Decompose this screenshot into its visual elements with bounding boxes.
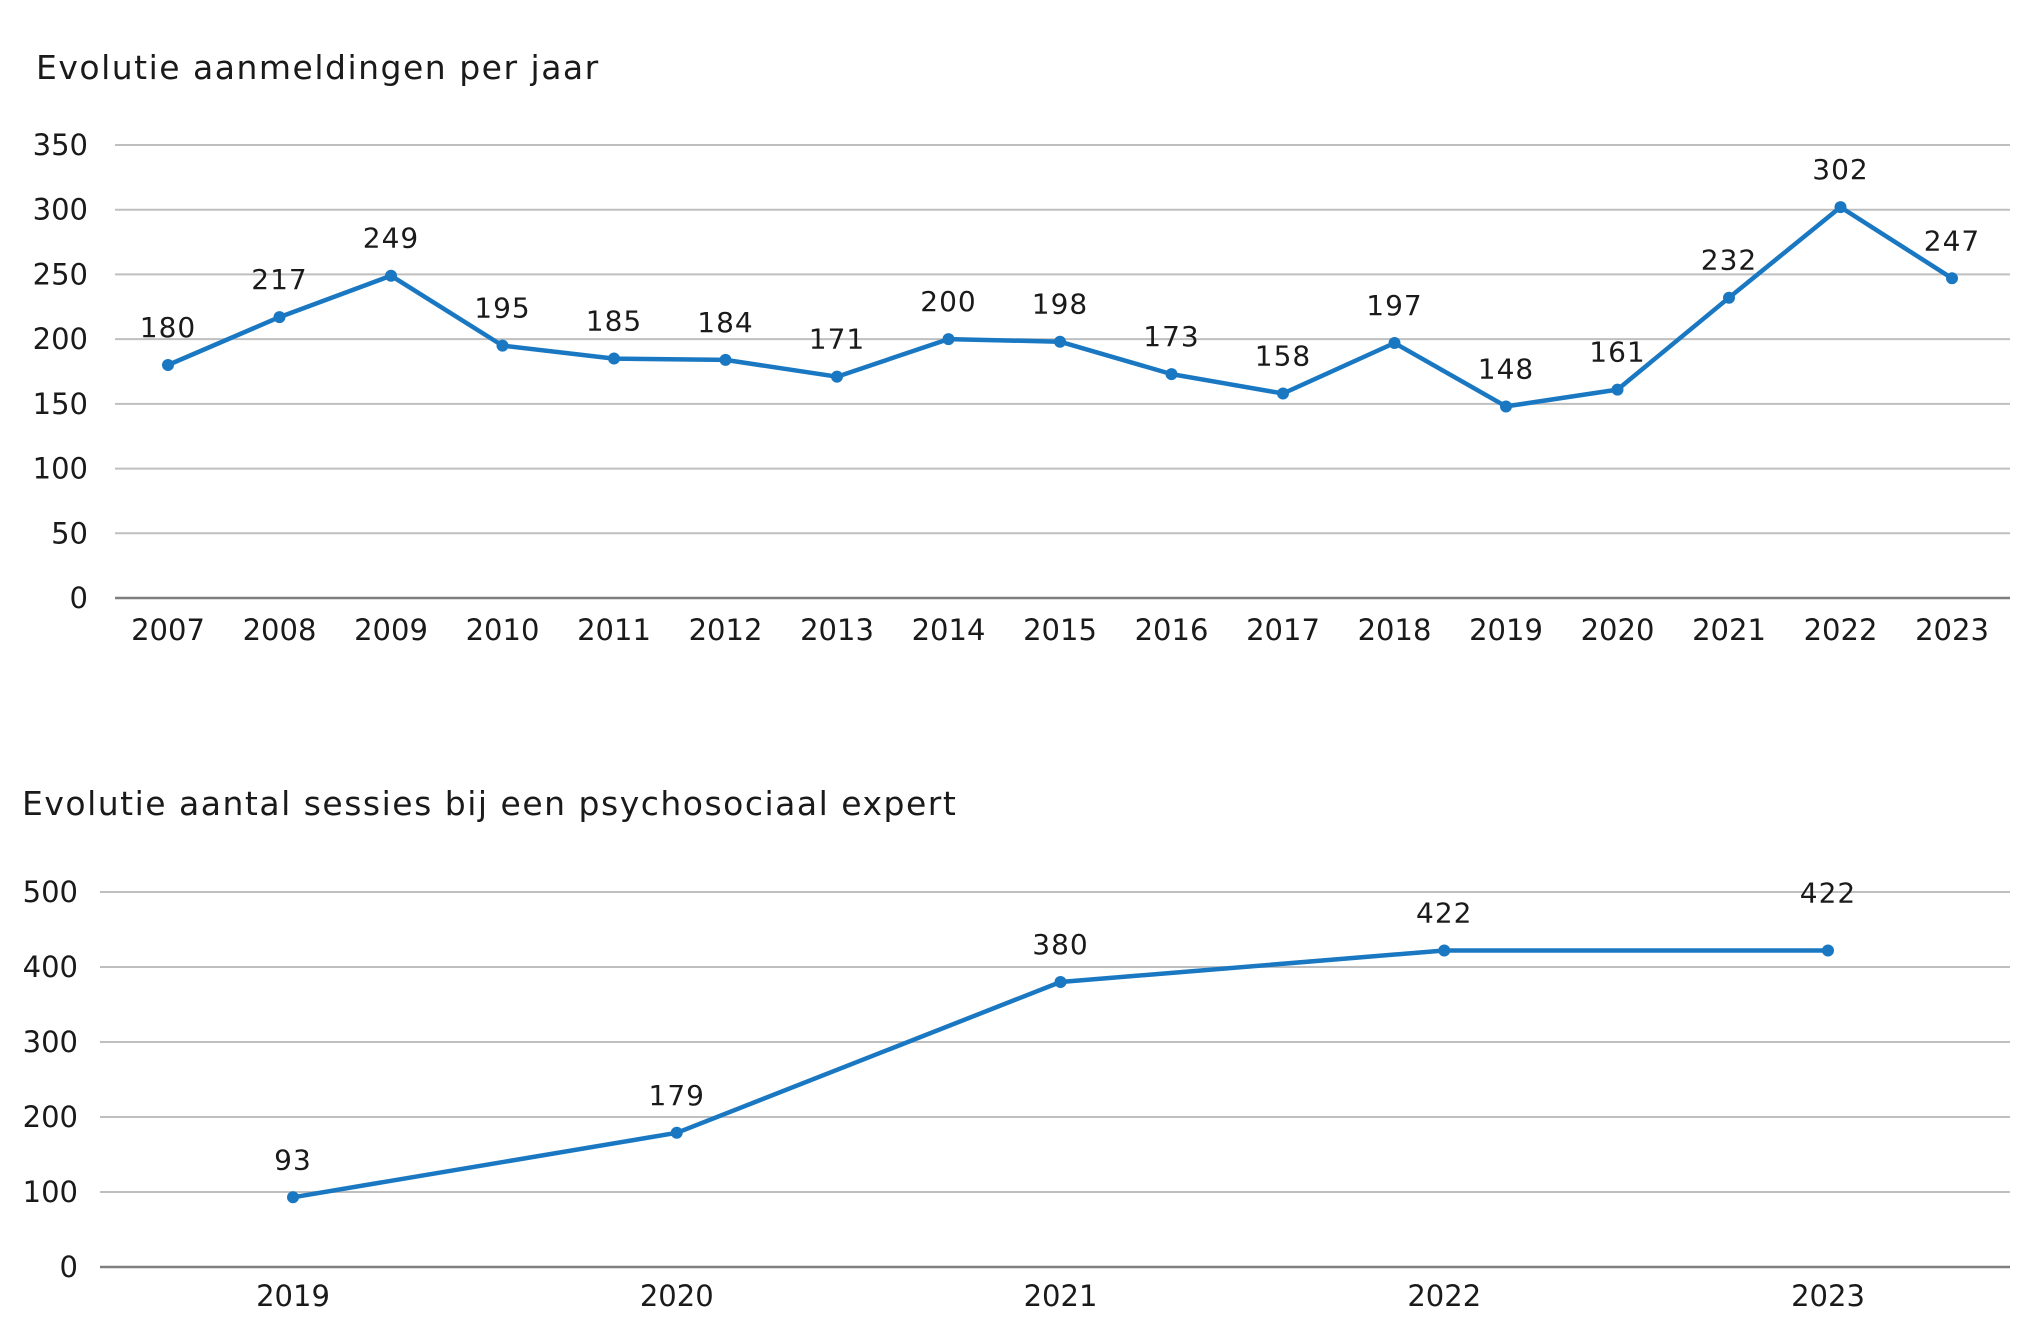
x-tick-label: 2016 xyxy=(1135,613,1209,647)
data-point xyxy=(1054,976,1067,988)
data-label: 184 xyxy=(697,306,753,339)
y-tick-label: 500 xyxy=(23,875,78,909)
data-point xyxy=(1611,383,1624,396)
x-tick-label: 2021 xyxy=(1692,613,1766,647)
data-point xyxy=(1388,337,1401,350)
x-tick-label: 2021 xyxy=(1024,1279,1098,1313)
data-point xyxy=(1822,944,1834,957)
x-tick-label: 2019 xyxy=(256,1279,330,1313)
data-point xyxy=(719,353,732,366)
data-label: 232 xyxy=(1701,244,1757,277)
y-tick-label: 400 xyxy=(23,950,78,984)
y-tick-label: 100 xyxy=(23,1175,78,1209)
data-label: 93 xyxy=(274,1143,312,1176)
y-tick-label: 300 xyxy=(33,193,88,227)
data-label: 198 xyxy=(1032,288,1088,321)
data-label: 179 xyxy=(649,1079,705,1112)
data-label: 195 xyxy=(474,292,530,325)
y-tick-label: 150 xyxy=(33,387,88,421)
x-tick-label: 2019 xyxy=(1469,613,1543,647)
y-tick-label: 0 xyxy=(70,581,88,615)
y-tick-label: 250 xyxy=(33,257,88,291)
data-point xyxy=(1165,368,1178,381)
x-tick-label: 2015 xyxy=(1023,613,1097,647)
data-label: 197 xyxy=(1366,289,1422,322)
data-label: 302 xyxy=(1812,153,1868,186)
data-label: 185 xyxy=(586,305,642,338)
y-tick-label: 200 xyxy=(23,1100,78,1134)
data-point xyxy=(1723,291,1735,304)
y-tick-label: 0 xyxy=(60,1250,78,1284)
data-label: 380 xyxy=(1032,928,1088,961)
data-label: 148 xyxy=(1478,352,1534,385)
x-tick-label: 2022 xyxy=(1407,1279,1481,1313)
data-point xyxy=(670,1126,683,1139)
y-tick-label: 200 xyxy=(33,322,88,356)
data-point xyxy=(1277,387,1289,400)
x-tick-label: 2020 xyxy=(640,1279,714,1313)
data-point xyxy=(1946,272,1958,285)
data-point xyxy=(496,339,509,352)
x-tick-label: 2018 xyxy=(1358,613,1432,647)
x-tick-label: 2010 xyxy=(466,613,540,647)
data-point xyxy=(608,352,620,365)
y-tick-label: 300 xyxy=(23,1025,78,1059)
data-point xyxy=(287,1191,299,1204)
x-tick-label: 2017 xyxy=(1246,613,1320,647)
y-tick-label: 100 xyxy=(33,452,88,486)
y-tick-label: 350 xyxy=(33,128,88,162)
x-tick-label: 2008 xyxy=(243,613,317,647)
data-label: 158 xyxy=(1255,340,1311,373)
x-tick-label: 2012 xyxy=(689,613,763,647)
x-tick-label: 2020 xyxy=(1581,613,1655,647)
x-tick-label: 2022 xyxy=(1804,613,1878,647)
data-point xyxy=(162,359,174,372)
data-label: 180 xyxy=(140,311,196,344)
data-point xyxy=(831,370,843,383)
x-tick-label: 2011 xyxy=(577,613,651,647)
data-label: 161 xyxy=(1589,336,1645,369)
data-point xyxy=(1500,400,1512,413)
data-label: 247 xyxy=(1924,224,1980,257)
data-point xyxy=(385,269,397,282)
x-tick-label: 2007 xyxy=(131,613,205,647)
data-point xyxy=(1054,335,1066,348)
y-tick-label: 50 xyxy=(51,516,88,550)
x-tick-label: 2009 xyxy=(354,613,428,647)
x-tick-label: 2023 xyxy=(1791,1279,1865,1313)
x-tick-label: 2014 xyxy=(912,613,986,647)
data-label: 422 xyxy=(1800,877,1856,910)
data-label: 249 xyxy=(363,222,419,255)
data-point xyxy=(273,311,286,324)
x-tick-label: 2023 xyxy=(1915,613,1989,647)
chart-title-sessions: Evolutie aantal sessies bij een psychoso… xyxy=(22,784,958,823)
chart-title-registrations: Evolutie aanmeldingen per jaar xyxy=(36,48,600,87)
data-point xyxy=(942,333,955,346)
data-label: 200 xyxy=(920,285,976,318)
data-point xyxy=(1438,944,1451,957)
data-label: 171 xyxy=(809,323,865,356)
data-point xyxy=(1834,201,1847,214)
data-label: 173 xyxy=(1143,320,1199,353)
data-label: 422 xyxy=(1416,897,1472,930)
x-tick-label: 2013 xyxy=(800,613,874,647)
data-label: 217 xyxy=(251,263,307,296)
